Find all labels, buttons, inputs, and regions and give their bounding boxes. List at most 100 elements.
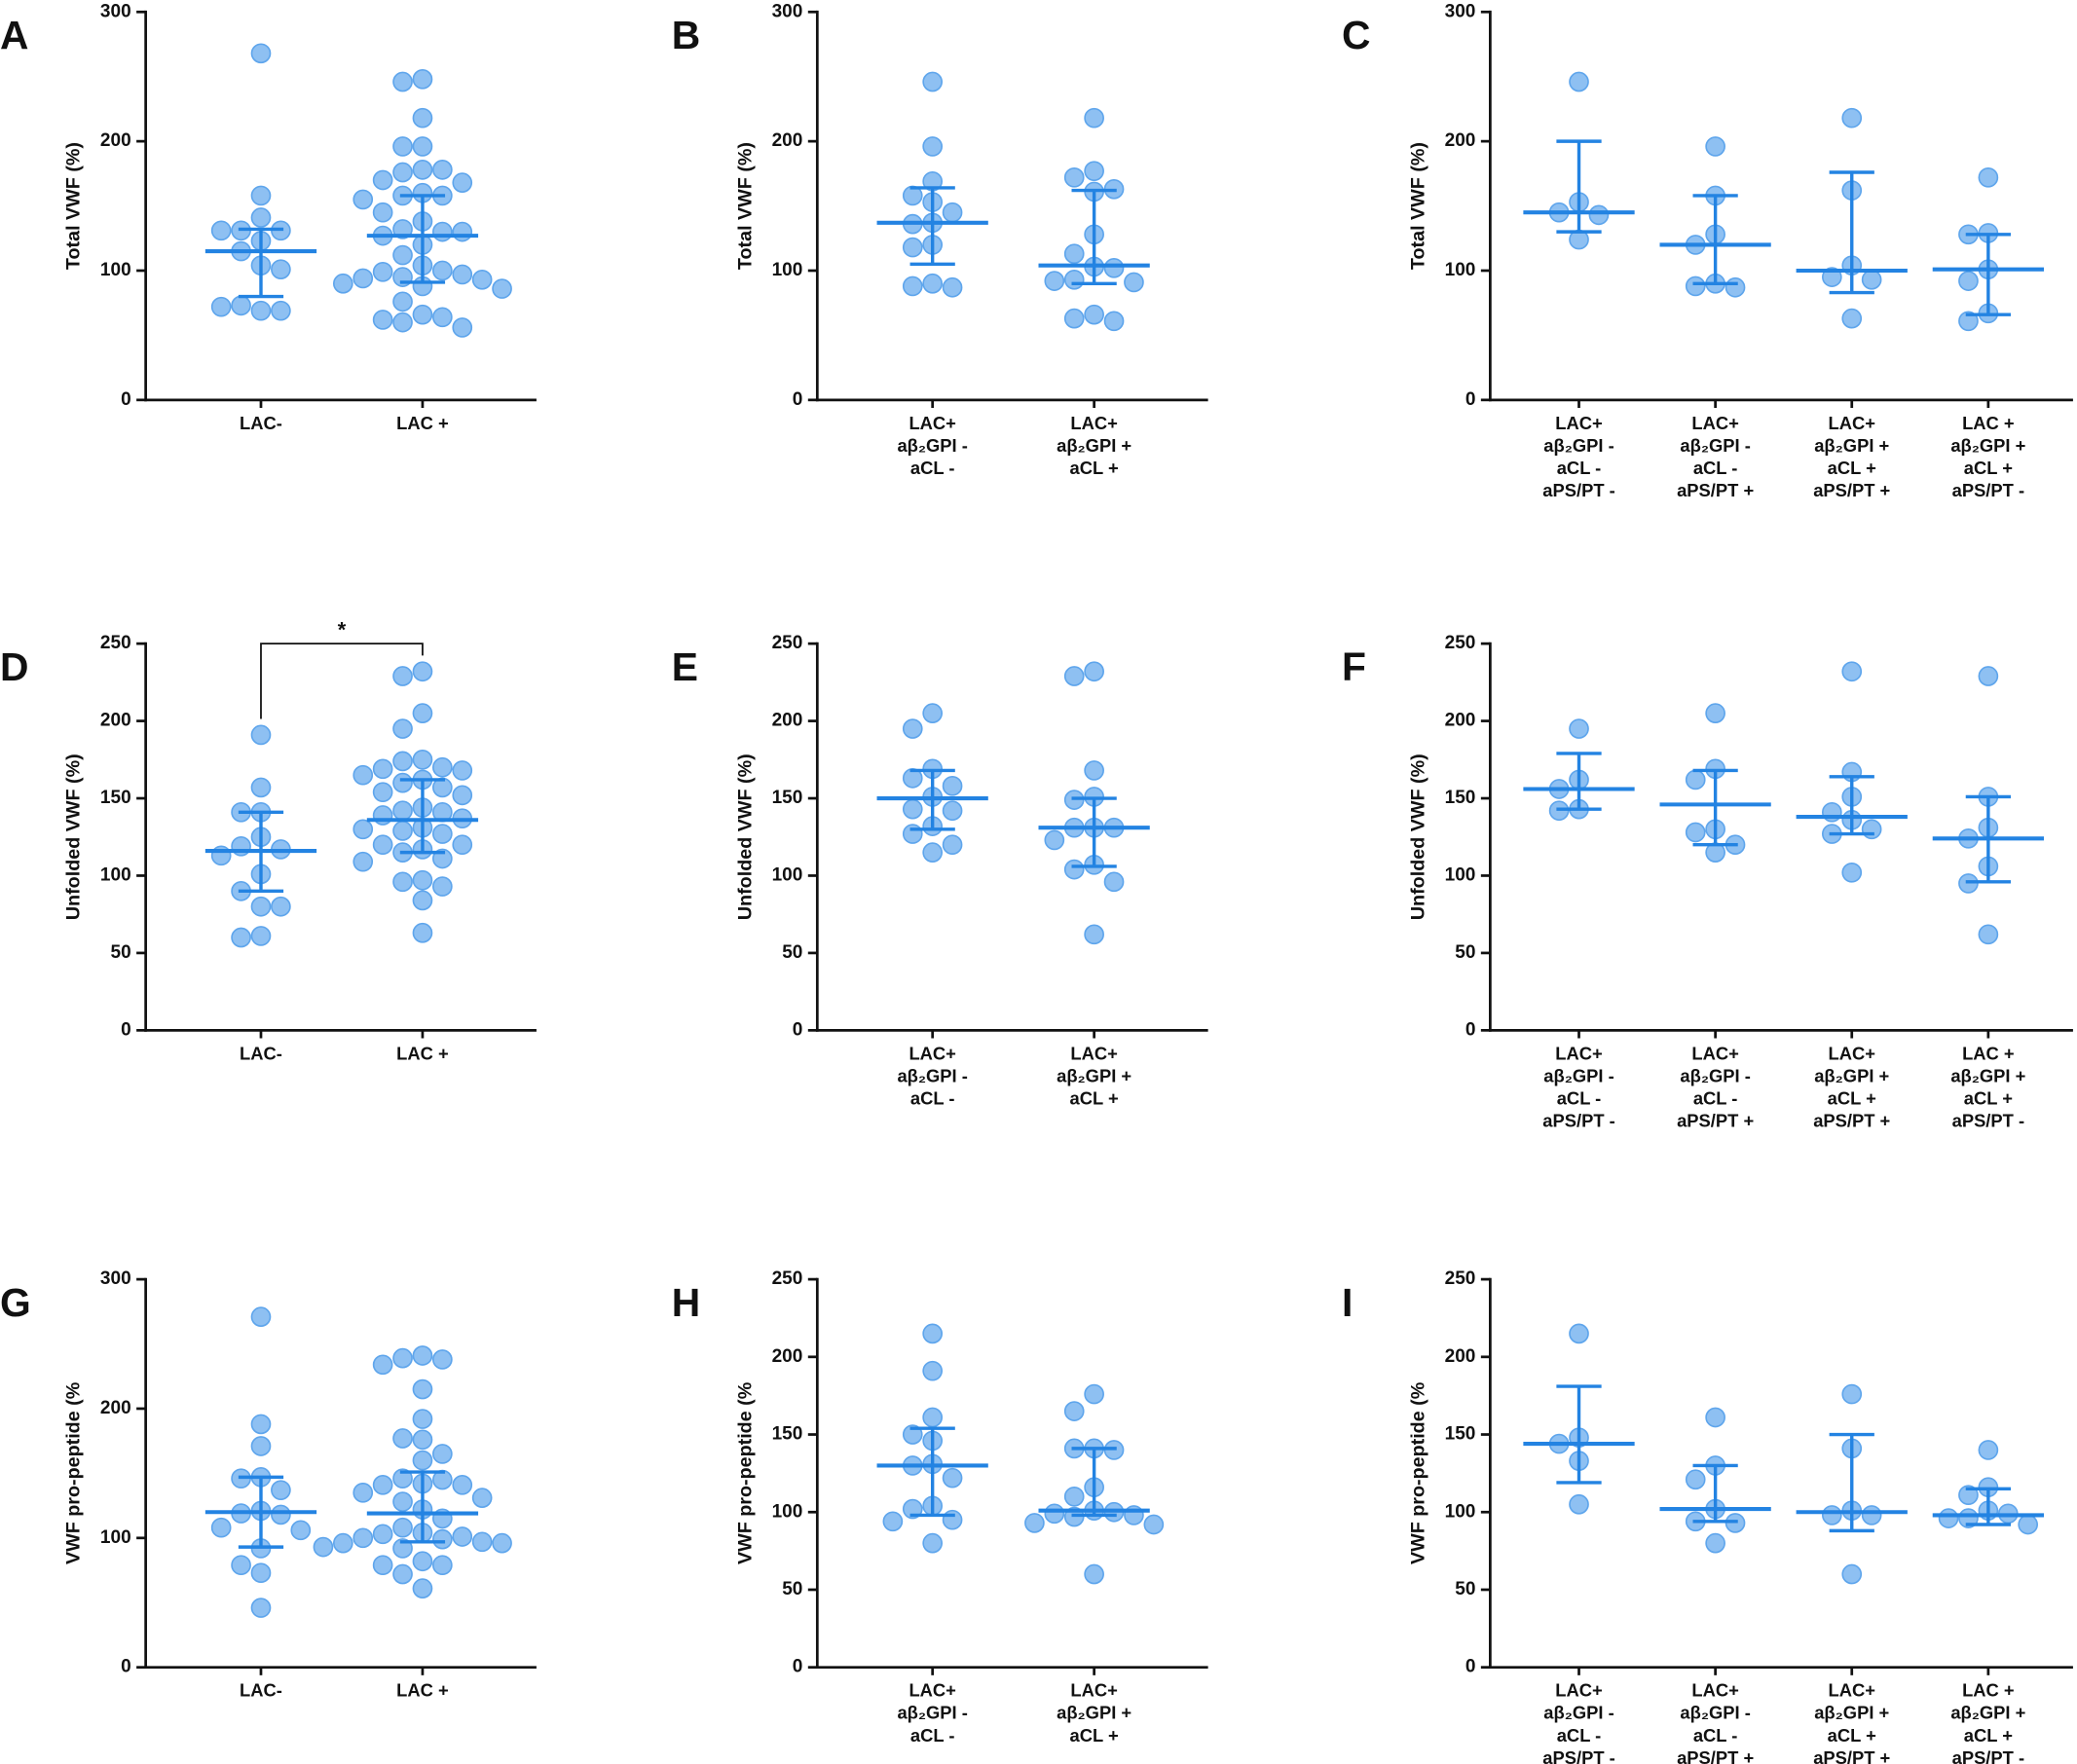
x-tick-label: aCL + (1828, 1088, 1876, 1109)
data-point (392, 1563, 413, 1585)
data-point (412, 136, 433, 157)
data-point (1103, 871, 1125, 893)
x-tick-label: LAC + (396, 1680, 449, 1701)
data-point (271, 259, 291, 279)
data-point (412, 661, 433, 682)
data-point (1978, 166, 1999, 188)
data-point (432, 1444, 453, 1464)
panel-letter: I (1342, 1280, 1353, 1325)
panel-letter: A (0, 13, 28, 57)
data-point (922, 1323, 944, 1344)
data-point (392, 1428, 413, 1449)
data-point (352, 268, 374, 289)
x-tick-label: LAC+ (1070, 1043, 1117, 1063)
data-point (1705, 136, 1725, 157)
x-tick-label: LAC+ (1691, 413, 1738, 433)
y-tick-label: 100 (100, 865, 131, 886)
data-point (250, 43, 272, 64)
data-point (412, 1450, 433, 1471)
panel-letter: G (0, 1280, 31, 1325)
x-tick-label: aβ₂GPI - (897, 1703, 967, 1723)
data-point (432, 756, 453, 778)
data-point (1103, 311, 1125, 332)
x-tick-label: aβ₂GPI - (897, 1065, 967, 1085)
y-tick-label: 200 (100, 1398, 131, 1418)
y-tick-label: 100 (772, 260, 803, 280)
data-point (250, 724, 272, 746)
data-point (432, 160, 453, 180)
data-point (372, 782, 393, 803)
data-point (1978, 1440, 1999, 1460)
data-point (922, 273, 944, 294)
data-point (1685, 769, 1706, 790)
x-tick-label: aCL + (1070, 458, 1119, 478)
data-point (392, 71, 413, 92)
data-point (412, 1551, 433, 1572)
x-tick-label: aCL + (1070, 1088, 1119, 1109)
data-point (452, 1475, 473, 1495)
panel: G VWF pro-peptide (% 0 100 200 300 LAC- LAC + (0, 1268, 537, 1701)
data-point (432, 1528, 453, 1550)
x-tick-label: aβ₂GPI + (1814, 1703, 1889, 1723)
data-point (1861, 269, 1882, 290)
y-tick-label: 0 (1465, 1657, 1476, 1677)
x-tick-label: LAC- (240, 413, 282, 433)
data-point (471, 269, 493, 290)
y-tick-label: 0 (121, 1657, 131, 1677)
y-axis-label: Total VWF (%) (1407, 142, 1428, 270)
data-point (1063, 308, 1085, 329)
x-tick-label: aPS/PT - (1952, 1747, 2024, 1764)
data-point (902, 824, 923, 844)
panel-letter: E (672, 644, 698, 689)
data-point (432, 824, 453, 844)
data-point (1569, 71, 1589, 92)
data-point (1084, 924, 1104, 945)
data-point (1063, 1401, 1085, 1421)
x-tick-label: aβ₂GPI + (1057, 1065, 1131, 1085)
y-tick-label: 100 (772, 1501, 803, 1522)
data-point (882, 1511, 904, 1532)
data-point (372, 1555, 393, 1576)
data-point (250, 300, 272, 321)
data-point (352, 189, 374, 210)
data-point (1084, 1383, 1104, 1405)
x-tick-label: LAC+ (909, 1680, 955, 1701)
y-tick-label: 50 (111, 942, 131, 963)
y-axis-label: VWF pro-peptide (% (734, 1381, 756, 1564)
y-tick-label: 0 (793, 1657, 803, 1677)
data-point (432, 1349, 453, 1370)
x-tick-label: aβ₂GPI - (1543, 435, 1613, 456)
data-point (412, 304, 433, 325)
data-point (1569, 718, 1589, 739)
x-tick-label: aPS/PT - (1542, 1747, 1614, 1764)
data-point (1705, 1532, 1725, 1554)
x-tick-label: aPS/PT - (1952, 480, 2024, 500)
data-point (922, 842, 944, 863)
y-tick-label: 250 (100, 633, 131, 653)
data-point (271, 300, 291, 321)
data-point (1938, 1508, 1959, 1528)
data-point (352, 851, 374, 872)
data-point (412, 890, 433, 911)
panel-letter: C (1342, 13, 1370, 57)
data-point (210, 296, 232, 317)
y-tick-label: 300 (772, 1, 803, 21)
data-point (1958, 311, 1979, 332)
y-tick-label: 300 (100, 1268, 131, 1289)
panel-letter: D (0, 644, 28, 689)
data-point (210, 220, 232, 241)
x-tick-label: LAC + (396, 1043, 449, 1063)
y-tick-label: 50 (782, 942, 802, 963)
data-point (922, 71, 944, 92)
data-point (392, 136, 413, 157)
x-tick-label: aCL - (1693, 1088, 1738, 1109)
x-tick-label: LAC+ (909, 1043, 955, 1063)
data-point (290, 1520, 312, 1541)
data-point (250, 1598, 272, 1618)
x-tick-label: aPS/PT - (1952, 1111, 2024, 1131)
data-point (432, 1555, 453, 1576)
y-tick-label: 0 (1465, 1019, 1476, 1040)
